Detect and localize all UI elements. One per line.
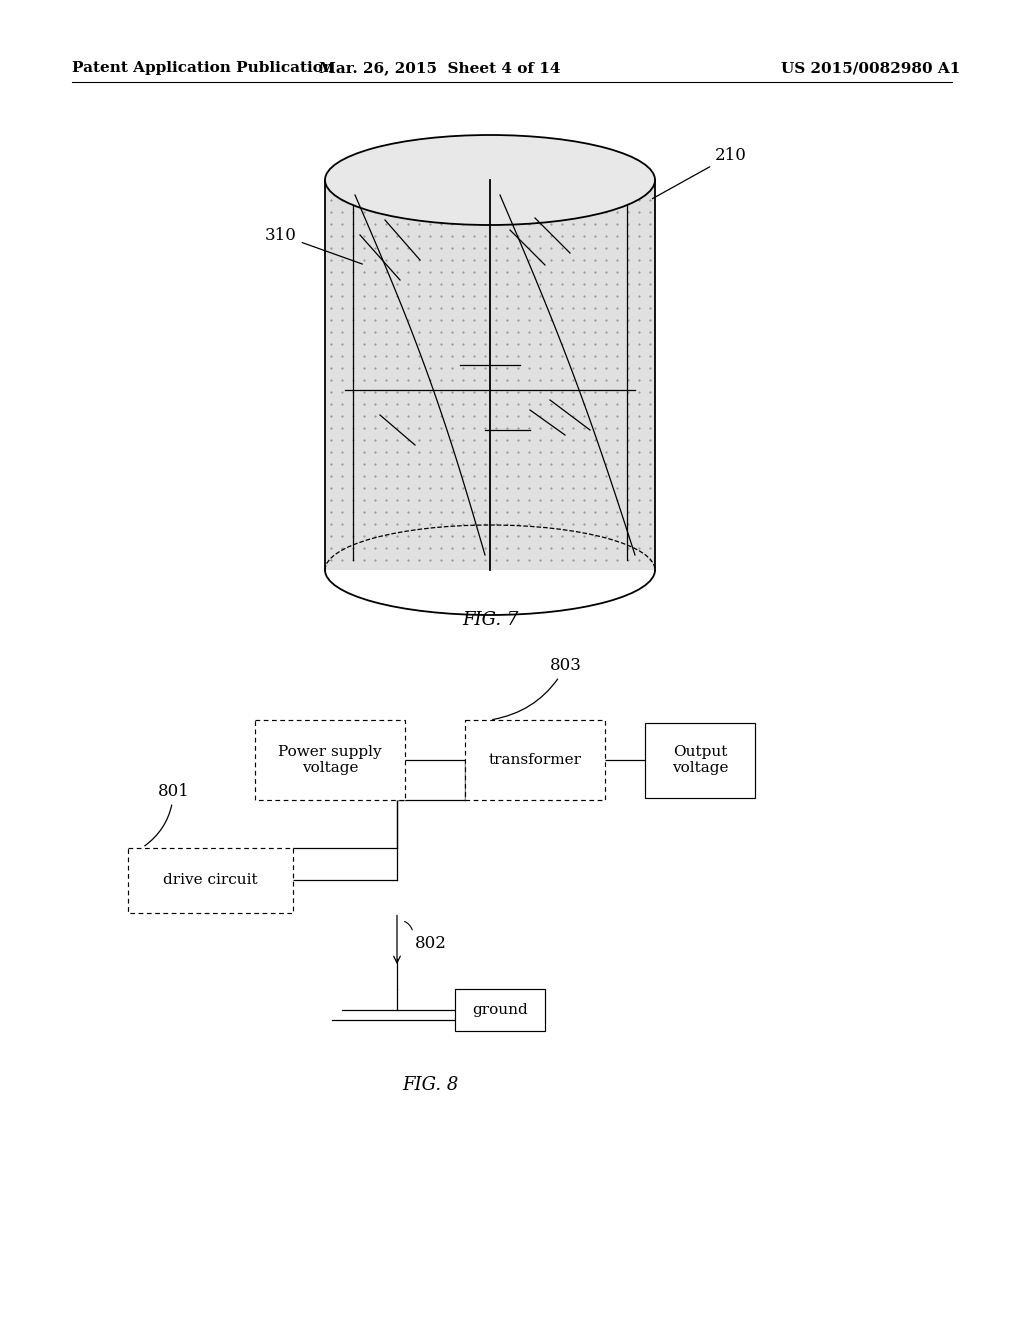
Text: 801: 801 <box>144 783 189 846</box>
Text: drive circuit: drive circuit <box>163 873 257 887</box>
Polygon shape <box>325 180 655 570</box>
Text: transformer: transformer <box>488 752 582 767</box>
Text: Output
voltage: Output voltage <box>672 744 728 775</box>
Text: 310: 310 <box>265 227 362 264</box>
Text: 803: 803 <box>493 657 582 719</box>
FancyBboxPatch shape <box>455 989 545 1031</box>
Text: Mar. 26, 2015  Sheet 4 of 14: Mar. 26, 2015 Sheet 4 of 14 <box>319 61 561 75</box>
Text: FIG. 7: FIG. 7 <box>462 611 518 630</box>
Text: 802: 802 <box>415 935 446 952</box>
Ellipse shape <box>325 135 655 224</box>
Text: ground: ground <box>472 1003 528 1016</box>
Text: Power supply
voltage: Power supply voltage <box>279 744 382 775</box>
Text: US 2015/0082980 A1: US 2015/0082980 A1 <box>780 61 961 75</box>
Text: 210: 210 <box>652 147 746 198</box>
FancyBboxPatch shape <box>465 719 605 800</box>
FancyBboxPatch shape <box>128 847 293 912</box>
Text: FIG. 8: FIG. 8 <box>401 1076 458 1094</box>
FancyBboxPatch shape <box>255 719 406 800</box>
FancyBboxPatch shape <box>645 722 755 797</box>
Text: Patent Application Publication: Patent Application Publication <box>72 61 334 75</box>
